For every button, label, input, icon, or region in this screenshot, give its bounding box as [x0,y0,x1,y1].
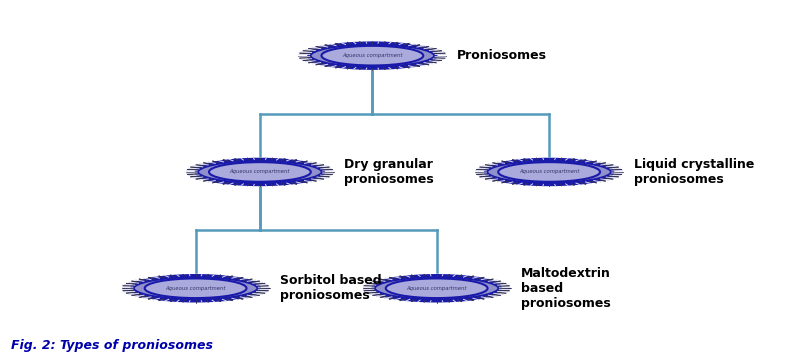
Text: Aqueous compartment: Aqueous compartment [519,169,579,174]
Ellipse shape [474,158,625,187]
Ellipse shape [309,43,435,68]
Ellipse shape [321,46,423,66]
Ellipse shape [374,276,500,300]
Ellipse shape [209,162,311,182]
Ellipse shape [121,274,271,303]
Text: Aqueous compartment: Aqueous compartment [165,286,226,291]
Text: Proniosomes: Proniosomes [457,49,547,62]
Ellipse shape [133,276,259,300]
Text: Aqueous compartment: Aqueous compartment [230,169,290,174]
Ellipse shape [297,41,447,70]
Ellipse shape [145,279,247,298]
Ellipse shape [197,160,323,184]
Text: Fig. 2: Types of proniosomes: Fig. 2: Types of proniosomes [11,339,213,352]
Ellipse shape [184,158,335,187]
Ellipse shape [486,160,612,184]
Ellipse shape [498,162,600,182]
Ellipse shape [362,274,512,303]
Text: Sorbitol based
proniosomes: Sorbitol based proniosomes [280,274,382,302]
Ellipse shape [386,279,488,298]
Text: Liquid crystalline
proniosomes: Liquid crystalline proniosomes [633,158,754,186]
Text: Dry granular
proniosomes: Dry granular proniosomes [345,158,434,186]
Text: Maltodextrin
based
proniosomes: Maltodextrin based proniosomes [521,267,611,310]
Text: Aqueous compartment: Aqueous compartment [342,53,403,58]
Text: Aqueous compartment: Aqueous compartment [406,286,467,291]
